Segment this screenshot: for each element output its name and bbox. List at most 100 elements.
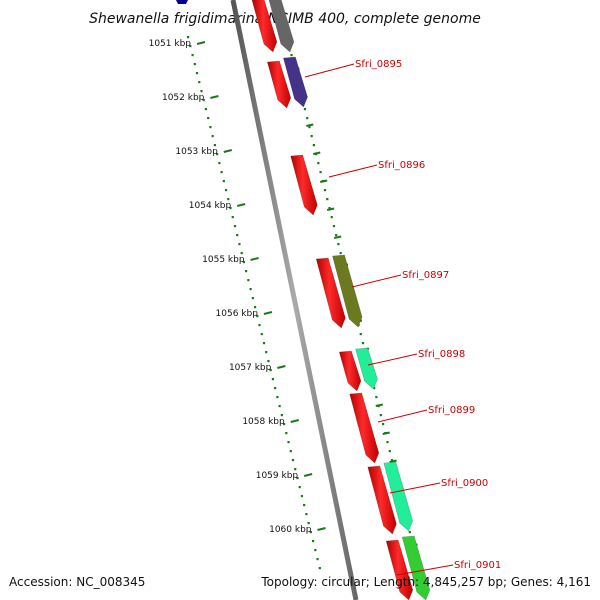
- outer-ruler-dot: [308, 126, 311, 129]
- gene-leader: [351, 274, 402, 288]
- ruler-dot: [258, 324, 261, 327]
- outer-ruler-dot: [373, 387, 376, 390]
- gene-label: Sfri_0895: [355, 59, 402, 70]
- ruler-dot: [280, 414, 283, 417]
- ruler-dot: [285, 432, 288, 435]
- outer-ruler-dot: [408, 531, 411, 534]
- gene-label: Sfri_0897: [402, 270, 449, 281]
- ruler-dot: [309, 531, 312, 534]
- ruler-dot: [245, 270, 248, 273]
- cds-arrow: [338, 350, 362, 392]
- ruler-dot: [229, 207, 232, 210]
- ruler-dot: [222, 180, 225, 183]
- ruler-dot: [218, 162, 221, 165]
- gene-leader: [389, 482, 441, 494]
- gene-label: Sfri_0898: [418, 349, 465, 360]
- kbp-label: 1059 kbp: [256, 471, 299, 481]
- cog-arrow: [332, 254, 363, 328]
- ruler-dot: [187, 36, 190, 39]
- ruler-dot: [202, 99, 205, 102]
- kbp-label: 1053 kbp: [175, 147, 218, 157]
- ruler-dot: [251, 297, 254, 300]
- cds-arrow: [349, 392, 380, 464]
- cog-arrow: [401, 535, 431, 600]
- map-content: 1051 kbp 1052 kbp 1053 kbp 1054 kbp 1055 kbp…: [149, 0, 501, 600]
- gene-leader: [396, 564, 454, 576]
- ruler-dot: [220, 171, 223, 174]
- ruler-dot: [294, 468, 297, 471]
- cog-marker: [176, 0, 188, 4]
- ruler-dot: [298, 486, 301, 489]
- ruler-dot: [311, 540, 315, 543]
- ruler-dot: [271, 378, 275, 381]
- ruler-dot: [269, 369, 272, 372]
- cds-arrow: [290, 154, 318, 216]
- ruler-dot: [314, 549, 317, 552]
- outer-ruler-dot: [312, 144, 315, 147]
- outer-ruler-dot: [361, 342, 365, 345]
- gene-leader: [304, 63, 355, 78]
- ruler-dot: [213, 144, 216, 147]
- outer-ruler-dot: [359, 333, 362, 336]
- outer-ruler-dot: [339, 252, 342, 255]
- ruler-dot: [282, 423, 286, 426]
- outer-ruler-dot: [330, 216, 333, 219]
- accession-text: Accession: NC_008345: [9, 575, 145, 589]
- kbp-tick: [210, 95, 219, 99]
- ruler-dot: [231, 216, 234, 219]
- outer-ruler-dot: [388, 450, 391, 453]
- gene-label: Sfri_0901: [454, 560, 501, 571]
- topology-text: Topology: circular; Length: 4,845,257 bp…: [260, 575, 591, 589]
- ruler-dot: [287, 441, 290, 444]
- ruler-dot: [207, 117, 210, 120]
- kbp-label: 1052 kbp: [162, 93, 205, 103]
- ruler-dot: [307, 522, 310, 525]
- outer-tick: [326, 207, 335, 211]
- ruler-dot: [276, 396, 279, 399]
- ruler-dot: [238, 243, 241, 246]
- cds-arrow: [315, 257, 346, 329]
- ruler-dot: [200, 90, 203, 93]
- ruler-dot: [289, 450, 292, 453]
- kbp-label: 1055 kbp: [202, 255, 245, 265]
- outer-tick: [389, 459, 397, 463]
- ruler-dot: [291, 459, 295, 462]
- outer-tick: [382, 431, 390, 435]
- ruler-dot: [198, 81, 201, 84]
- kbp-tick: [290, 419, 299, 423]
- kbp-tick: [223, 149, 233, 153]
- outer-ruler-dot: [375, 396, 378, 399]
- outer-ruler-dot: [317, 162, 320, 165]
- outer-ruler-dot: [335, 234, 338, 237]
- ruler-dot: [262, 342, 266, 345]
- ruler-dot: [211, 135, 214, 138]
- outer-ruler-dot: [337, 243, 340, 246]
- gene-leader: [367, 353, 418, 366]
- cog-arrow: [355, 347, 378, 390]
- outer-ruler-dot: [328, 207, 331, 210]
- kbp-tick: [196, 41, 206, 45]
- outer-ruler-dot: [390, 459, 394, 462]
- kbp-label: 1054 kbp: [189, 201, 232, 211]
- outer-ruler-dot: [290, 54, 293, 57]
- outer-ruler-dot: [332, 225, 336, 228]
- outer-ruler-dot: [303, 108, 307, 111]
- outer-ruler-dot: [323, 189, 327, 192]
- ruler-dot: [209, 126, 212, 129]
- outer-ruler-dot: [319, 171, 322, 174]
- outer-ruler-dot: [381, 423, 385, 426]
- outer-tick: [306, 123, 314, 127]
- ruler-dot: [191, 54, 194, 57]
- ruler-dot: [256, 315, 259, 318]
- outer-ruler-dot: [386, 441, 389, 444]
- ruler-dot: [303, 504, 306, 507]
- ruler-dot: [224, 189, 228, 192]
- kbp-tick: [236, 203, 246, 207]
- kbp-tick: [263, 311, 273, 315]
- outer-tick: [333, 235, 342, 239]
- gene-label: Sfri_0900: [441, 478, 488, 489]
- cog-arrow: [383, 461, 414, 532]
- ruler-dot: [242, 261, 245, 264]
- ruler-dot: [300, 495, 304, 498]
